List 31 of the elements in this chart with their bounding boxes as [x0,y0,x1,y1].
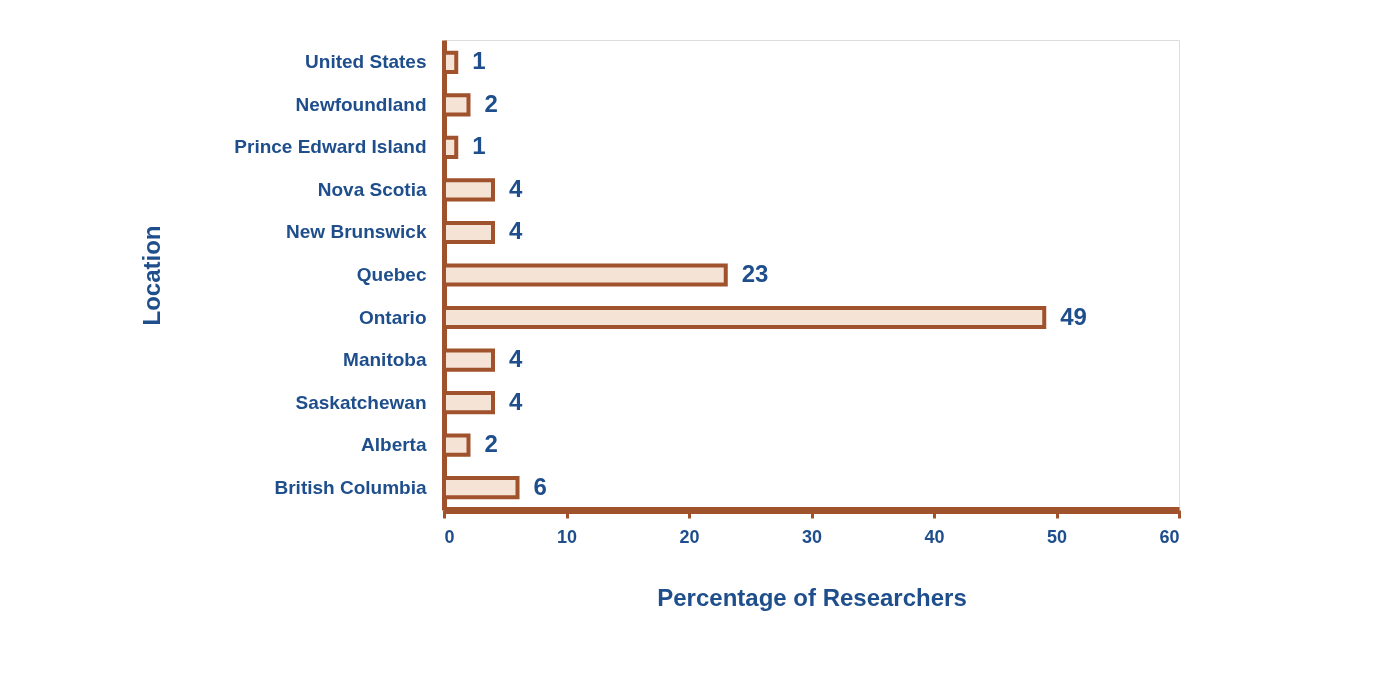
y-tick-label: Saskatchewan [295,391,427,413]
y-tick-label: Prince Edward Island [234,136,427,158]
y-tick-label: Quebec [356,264,427,285]
x-tick-label: 0 [444,526,455,547]
data-label: 4 [509,217,523,245]
data-label: 23 [741,260,769,287]
data-label: 4 [509,174,523,202]
x-tick-label: 60 [1159,526,1180,547]
x-tick-label: 50 [1046,526,1068,547]
data-label: 2 [484,89,498,117]
x-tick-label: 30 [801,526,823,547]
x-tick-label: 40 [924,526,945,547]
data-label: 4 [509,387,523,415]
y-tick-label: Nova Scotia [317,178,427,200]
y-tick-label: United States [305,51,427,73]
x-tick-label: 20 [679,526,700,547]
x-tick-label: 10 [556,526,578,547]
y-tick-label: New Brunswick [286,221,427,243]
data-label: 49 [1060,302,1087,330]
y-tick-label: Manitoba [343,349,427,371]
y-tick-label: Ontario [358,306,427,328]
data-label: 2 [484,430,498,458]
y-tick-label: British Columbia [274,476,427,498]
y-tick-label: Newfoundland [295,93,427,115]
data-label: 6 [533,472,547,500]
data-label: 4 [509,345,523,373]
data-label: 1 [472,132,486,160]
y-axis-title: Location [137,225,165,326]
x-axis-title: Percentage of Researchers [657,583,967,611]
y-tick-label: Alberta [361,434,427,456]
data-label: 1 [472,47,486,75]
